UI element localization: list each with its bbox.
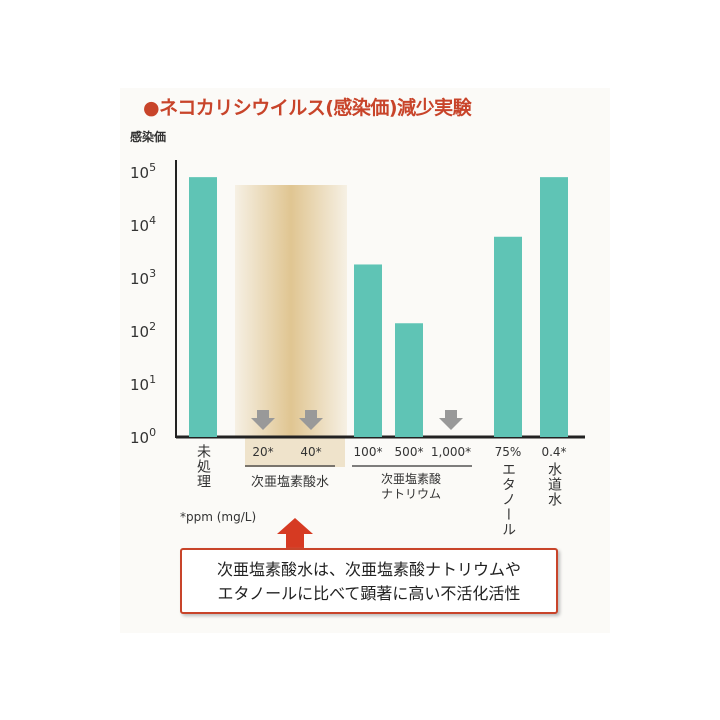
- x-tick-label: 0.4*: [541, 445, 566, 459]
- callout-line-2: エタノールに比べて顕著に高い不活化活性: [217, 584, 521, 603]
- unit-note: *ppm (mg/L): [180, 510, 257, 524]
- x-tick-label: 1,000*: [431, 445, 471, 459]
- y-axis-label: 感染価: [130, 130, 167, 144]
- bar: [540, 177, 568, 437]
- group-label-hypochlorous-water: 次亜塩素酸水: [251, 474, 329, 490]
- x-tick-label: 40*: [300, 445, 321, 459]
- y-tick-label: 102: [130, 320, 156, 341]
- down-arrow-icon: [251, 410, 275, 430]
- group-label-tap-water: 水道水: [546, 462, 562, 507]
- x-tick-label: 100*: [354, 445, 383, 459]
- down-arrow-icon: [439, 410, 463, 430]
- x-tick-label: 20*: [252, 445, 273, 459]
- callout-box: 次亜塩素酸水は、次亜塩素酸ナトリウムや エタノールに比べて顕著に高い不活化活性: [180, 548, 558, 614]
- callout-line-1: 次亜塩素酸水は、次亜塩素酸ナトリウムや: [216, 560, 521, 579]
- y-tick-label: 100: [130, 426, 156, 447]
- down-arrow-icon: [299, 410, 323, 430]
- bar: [189, 177, 217, 437]
- highlight-band-label-area: [245, 437, 345, 467]
- bar: [494, 236, 522, 437]
- y-tick-label: 103: [130, 267, 156, 288]
- bar: [354, 264, 382, 437]
- group-label-ethanol: エタノール: [500, 462, 516, 537]
- x-tick-label: 75%: [495, 445, 522, 459]
- group-label-sodium-hypochlorite-1: 次亜塩素酸: [381, 471, 441, 486]
- up-arrow-icon: [277, 518, 313, 548]
- y-tick-label: 105: [130, 161, 156, 182]
- group-label-untreated: 未処理: [195, 444, 211, 489]
- x-tick-label: 500*: [395, 445, 424, 459]
- chart-title: ●ネコカリシウイルス(感染価)減少実験: [143, 97, 472, 119]
- bar: [395, 323, 423, 437]
- y-tick-label: 101: [130, 373, 156, 394]
- group-label-sodium-hypochlorite-2: ナトリウム: [381, 487, 441, 501]
- y-tick-label: 104: [130, 214, 156, 235]
- highlight-band: [235, 185, 347, 437]
